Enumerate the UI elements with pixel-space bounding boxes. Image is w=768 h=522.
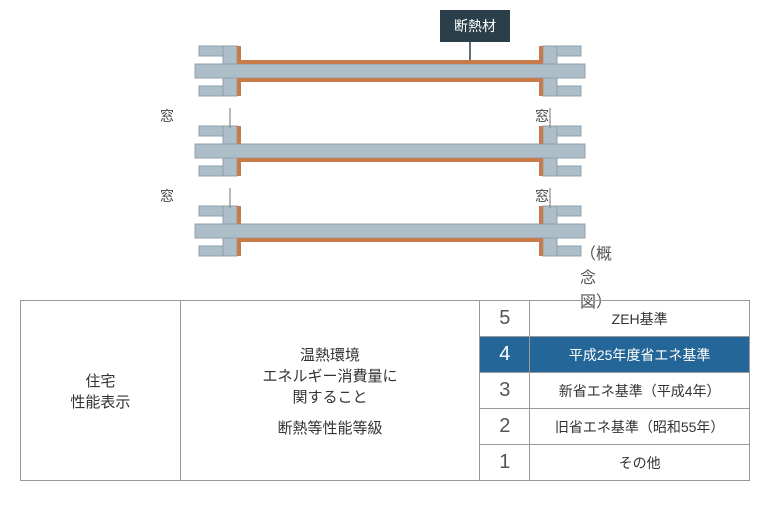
grade-row: 住宅性能表示温熱環境エネルギー消費量に関すること断熱等性能等級5ZEH基準 <box>21 301 750 337</box>
grade-number: 5 <box>480 301 530 337</box>
grade-number: 1 <box>480 445 530 481</box>
window-label: 窓 <box>535 186 549 206</box>
grade-label: ZEH基準 <box>530 301 750 337</box>
grade-number: 2 <box>480 409 530 445</box>
table-col1: 住宅性能表示 <box>21 301 181 481</box>
grade-label: その他 <box>530 445 750 481</box>
window-label: 窓 <box>160 186 174 206</box>
table-col2: 温熱環境エネルギー消費量に関すること断熱等性能等級 <box>180 301 480 481</box>
grade-label: 新省エネ基準（平成4年） <box>530 373 750 409</box>
cross-section-svg <box>180 10 600 270</box>
window-label: 窓 <box>535 106 549 126</box>
grade-number: 4 <box>480 337 530 373</box>
grade-label: 平成25年度省エネ基準 <box>530 337 750 373</box>
insulation-diagram: 断熱材 （概念図） 窓窓窓窓 <box>180 10 600 280</box>
grade-number: 3 <box>480 373 530 409</box>
performance-table: 住宅性能表示温熱環境エネルギー消費量に関すること断熱等性能等級5ZEH基準4平成… <box>20 300 750 481</box>
grade-label: 旧省エネ基準（昭和55年） <box>530 409 750 445</box>
window-label: 窓 <box>160 106 174 126</box>
